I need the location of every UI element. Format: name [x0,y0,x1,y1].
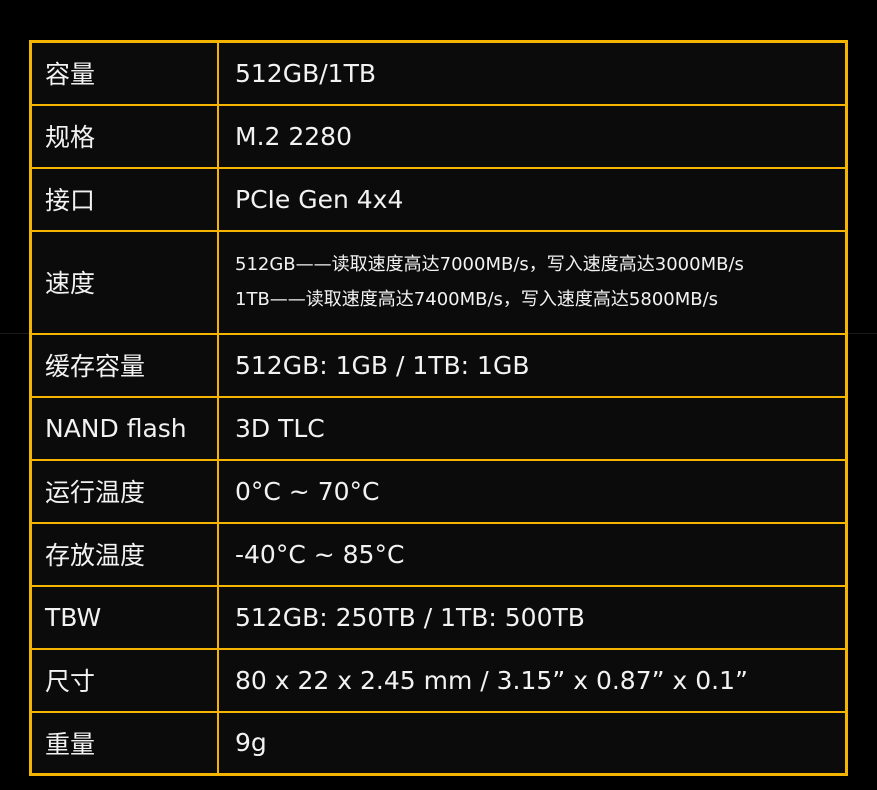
spec-row: 接口 PCIe Gen 4x4 [29,166,848,232]
spec-label: 缓存容量 [29,332,219,398]
spec-row: TBW 512GB: 250TB / 1TB: 500TB [29,584,848,650]
spec-row: 重量 9g [29,710,848,776]
spec-value: -40°C ~ 85°C [217,521,848,587]
spec-value: 512GB——读取速度高达7000MB/s，写入速度高达3000MB/s 1TB—… [217,229,848,335]
spec-label: NAND flash [29,395,219,461]
spec-row: NAND flash 3D TLC [29,395,848,461]
spec-row: 规格 M.2 2280 [29,103,848,169]
spec-value: 80 x 22 x 2.45 mm / 3.15” x 0.87” x 0.1” [217,647,848,713]
spec-value: PCIe Gen 4x4 [217,166,848,232]
spec-label: 尺寸 [29,647,219,713]
spec-value: 512GB: 250TB / 1TB: 500TB [217,584,848,650]
speed-line: 512GB——读取速度高达7000MB/s，写入速度高达3000MB/s [235,254,744,275]
spec-label: 容量 [29,40,219,106]
spec-table: 容量 512GB/1TB 规格 M.2 2280 接口 PCIe Gen 4x4 速度 512… [29,40,848,776]
spec-row: 存放温度 -40°C ~ 85°C [29,521,848,587]
spec-row: 速度 512GB——读取速度高达7000MB/s，写入速度高达3000MB/s 1T… [29,229,848,335]
spec-label: 存放温度 [29,521,219,587]
spec-label: 重量 [29,710,219,776]
spec-label: 接口 [29,166,219,232]
spec-value: 9g [217,710,848,776]
spec-label: 规格 [29,103,219,169]
spec-label: 速度 [29,229,219,335]
spec-value: 3D TLC [217,395,848,461]
spec-row: 容量 512GB/1TB [29,40,848,106]
spec-label: TBW [29,584,219,650]
spec-value: 512GB/1TB [217,40,848,106]
spec-value: 512GB: 1GB / 1TB: 1GB [217,332,848,398]
spec-value: M.2 2280 [217,103,848,169]
spec-value: 0°C ~ 70°C [217,458,848,524]
spec-row: 尺寸 80 x 22 x 2.45 mm / 3.15” x 0.87” x 0.… [29,647,848,713]
spec-row: 运行温度 0°C ~ 70°C [29,458,848,524]
speed-line: 1TB——读取速度高达7400MB/s，写入速度高达5800MB/s [235,289,719,310]
spec-row: 缓存容量 512GB: 1GB / 1TB: 1GB [29,332,848,398]
spec-label: 运行温度 [29,458,219,524]
